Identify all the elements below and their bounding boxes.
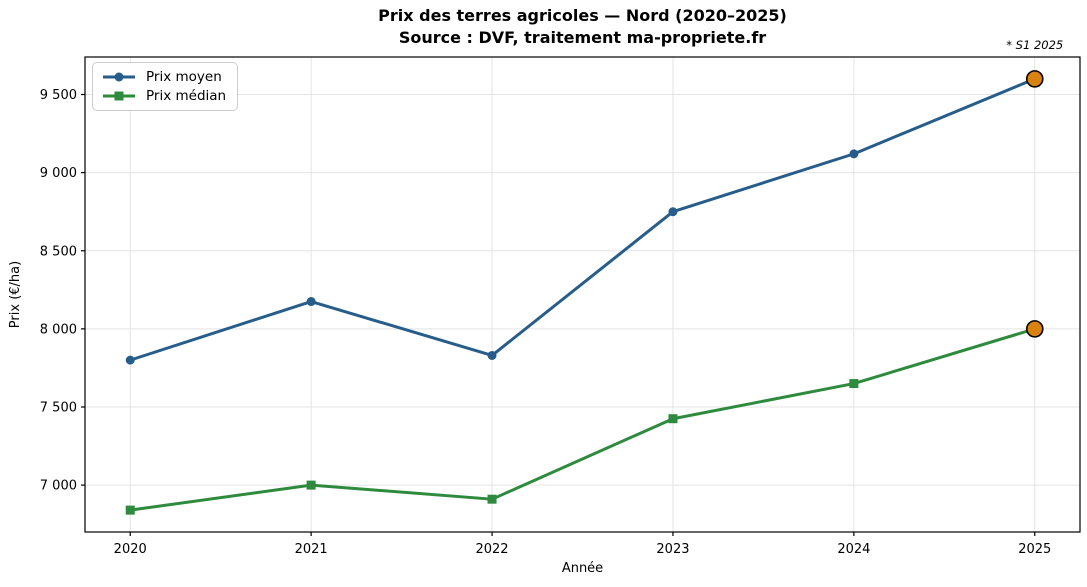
svg-text:8 000: 8 000 [40,322,77,337]
chart-subtitle: Source : DVF, traitement ma-propriete.fr [398,28,767,47]
svg-text:2023: 2023 [656,542,689,557]
svg-text:9 000: 9 000 [40,166,77,181]
title-block: Prix des terres agricoles — Nord (2020–2… [85,5,1080,49]
svg-text:* S1 2025: * S1 2025 [1006,38,1063,52]
legend-label-prix-median: Prix médian [146,88,227,104]
line-circle-marker-icon [103,72,135,82]
svg-text:9 500: 9 500 [40,88,77,103]
legend-label-prix-moyen: Prix moyen [146,69,222,85]
legend-item-prix-median: Prix médian [101,88,226,104]
svg-text:Année: Année [562,561,603,576]
svg-text:8 500: 8 500 [40,244,77,259]
chart-title: Prix des terres agricoles — Nord (2020–2… [378,6,787,25]
svg-text:2025: 2025 [1018,542,1051,557]
svg-text:Prix (€/ha): Prix (€/ha) [8,261,23,328]
svg-text:2022: 2022 [475,542,508,557]
svg-text:2021: 2021 [295,542,328,557]
svg-text:7 500: 7 500 [40,401,77,416]
svg-text:2020: 2020 [114,542,147,557]
legend-item-prix-moyen: Prix moyen [101,69,226,85]
legend: Prix moyen Prix médian [92,62,239,111]
svg-text:7 000: 7 000 [40,479,77,494]
svg-text:2024: 2024 [837,542,870,557]
line-square-marker-icon [103,91,135,101]
